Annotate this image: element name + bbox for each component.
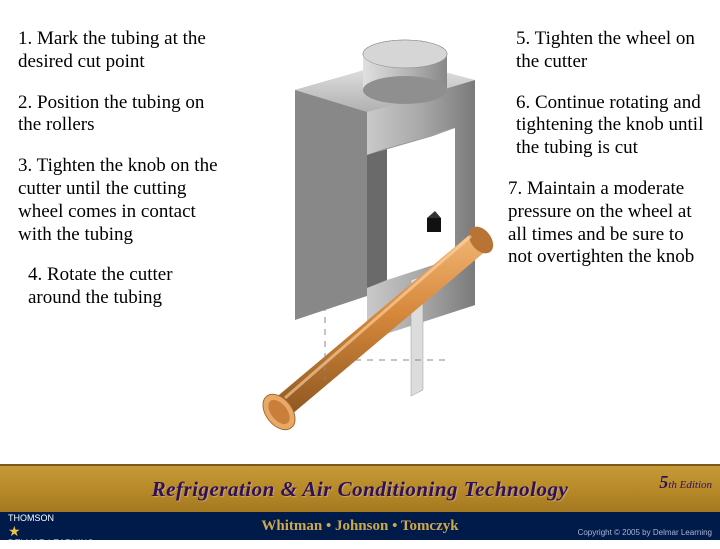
step-1: 1. Mark the tubing at the desired cut po…	[18, 28, 218, 74]
book-title: Refrigeration & Air Conditioning Technol…	[152, 477, 569, 502]
step-5: 5. Tighten the wheel on the cutter	[516, 28, 706, 74]
footer-title-bar: Refrigeration & Air Conditioning Technol…	[0, 464, 720, 512]
footer-bottom-bar: THOMSON ★ DELMAR LEARNING Whitman • John…	[0, 512, 720, 540]
step-3: 3. Tighten the knob on the cutter until …	[18, 155, 218, 246]
star-icon: ★	[8, 523, 21, 539]
step-4: 4. Rotate the cutter around the tubing	[28, 264, 218, 310]
step-6: 6. Continue rotating and tightening the …	[516, 92, 706, 160]
step-7: 7. Maintain a moderate pressure on the w…	[508, 178, 708, 269]
tubing-cutter-diagram	[255, 20, 495, 440]
step-2: 2. Position the tubing on the rollers	[18, 92, 218, 138]
footer-banner: Refrigeration & Air Conditioning Technol…	[0, 464, 720, 540]
publisher-logo: THOMSON ★ DELMAR LEARNING	[8, 514, 94, 549]
copyright-text: Copyright © 2005 by Delmar Learning	[578, 528, 712, 537]
slide-content: 1. Mark the tubing at the desired cut po…	[0, 0, 720, 464]
edition-badge: 5th Edition	[659, 472, 712, 493]
right-steps-column: 5. Tighten the wheel on the cutter 6. Co…	[516, 28, 706, 287]
left-steps-column: 1. Mark the tubing at the desired cut po…	[18, 28, 218, 328]
